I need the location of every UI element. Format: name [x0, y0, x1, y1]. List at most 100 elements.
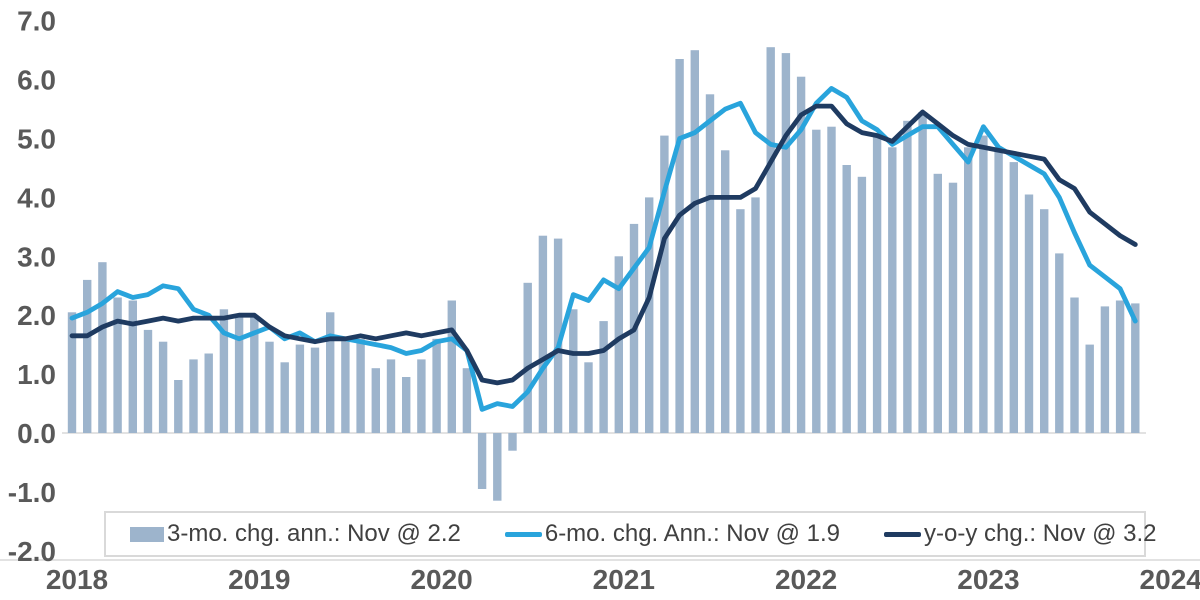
bar-2023-01 — [979, 135, 988, 433]
bar-2019-08 — [356, 338, 365, 433]
bar-2021-03 — [645, 197, 654, 433]
x-tick-2020: 2020 — [410, 564, 472, 595]
x-tick-2019: 2019 — [228, 564, 290, 595]
bar-2022-01 — [796, 76, 806, 433]
bar-2020-04 — [477, 433, 487, 489]
bar-2019-07 — [341, 338, 350, 433]
bar-2018-12 — [234, 315, 244, 433]
bar-2019-04 — [295, 344, 305, 433]
bar-2018-05 — [128, 300, 137, 433]
bar-2023-11 — [1131, 303, 1140, 433]
y-tick-2.0: 2.0 — [17, 300, 56, 331]
bar-2020-07 — [523, 282, 532, 433]
bar-2022-11 — [948, 182, 958, 433]
bar-2018-04 — [113, 297, 122, 433]
bar-2019-01 — [250, 315, 259, 433]
line-6mo-chg-ann — [69, 86, 1138, 412]
bar-2019-11 — [402, 377, 411, 433]
bar-2021-11 — [766, 47, 775, 433]
bar-2022-06 — [872, 135, 882, 433]
y-tick-3.0: 3.0 — [17, 241, 56, 272]
bar-2019-05 — [310, 347, 320, 433]
bar-2018-10 — [204, 353, 213, 433]
bar-2020-06 — [508, 433, 517, 451]
bar-2022-02 — [812, 129, 821, 433]
bar-2018-08 — [174, 380, 183, 433]
bar-2018-03 — [98, 262, 107, 433]
bar-2023-10 — [1115, 300, 1125, 433]
legend-label-3mo: 3-mo. chg. ann.: Nov @ 2.2 — [167, 520, 461, 547]
bar-2023-03 — [1009, 162, 1018, 433]
bar-2020-11 — [584, 362, 593, 433]
legend-item-3mo-chg: 3-mo. chg. ann.: Nov @ 2.2 — [130, 520, 461, 548]
bar-2020-01 — [432, 338, 441, 433]
line-yoy-chg — [69, 103, 1138, 386]
y-tick-7.0: 7.0 — [17, 6, 56, 37]
bar-2019-09 — [371, 368, 380, 433]
bar-2019-12 — [417, 359, 426, 433]
bar-2023-07 — [1070, 297, 1079, 433]
y-tick--2.0: -2.0 — [8, 536, 56, 567]
y-tick--1.0: -1.0 — [8, 477, 56, 508]
y-tick-1.0: 1.0 — [17, 359, 56, 390]
bar-2021-04 — [660, 135, 669, 433]
bar-2020-05 — [493, 433, 502, 501]
x-tick-2022: 2022 — [775, 564, 837, 595]
legend-item-yoy-chg: y-o-y chg.: Nov @ 3.2 — [884, 520, 1156, 548]
bar-2021-09 — [736, 209, 745, 433]
bar-2022-05 — [857, 176, 867, 434]
bar-2018-07 — [158, 341, 168, 433]
bar-2018-02 — [83, 279, 92, 433]
bar-2021-10 — [751, 197, 760, 433]
line-series-swatch-yoy — [884, 531, 922, 537]
bar-2022-09 — [918, 112, 927, 433]
x-tick-2024: 2024 — [1140, 564, 1200, 595]
legend-label-6mo: 6-mo. chg. Ann.: Nov @ 1.9 — [544, 520, 841, 547]
legend-label-yoy: y-o-y chg.: Nov @ 3.2 — [924, 520, 1157, 547]
bar-2021-07 — [705, 94, 715, 434]
bar-2018-06 — [143, 329, 153, 433]
bar-2021-05 — [675, 59, 684, 433]
bar-2019-06 — [326, 312, 335, 433]
bar-2020-08 — [538, 235, 548, 433]
bar-2023-04 — [1024, 194, 1034, 433]
bar-2023-02 — [994, 147, 1003, 434]
bar-2018-01 — [67, 312, 77, 433]
bar-2020-12 — [599, 321, 608, 433]
y-tick-6.0: 6.0 — [17, 65, 56, 96]
bar-2021-01 — [614, 256, 623, 433]
x-tick-2021: 2021 — [593, 564, 655, 595]
x-tick-2023: 2023 — [957, 564, 1019, 595]
bar-2020-10 — [569, 309, 578, 433]
bar-2021-08 — [721, 150, 730, 434]
y-tick-4.0: 4.0 — [17, 182, 56, 213]
bar-2019-10 — [386, 359, 396, 433]
bar-2020-09 — [553, 238, 563, 433]
bar-2022-10 — [933, 173, 942, 434]
bar-series-swatch — [130, 526, 164, 542]
bar-2021-06 — [690, 50, 699, 433]
legend-item-6mo-chg: 6-mo. chg. Ann.: Nov @ 1.9 — [504, 520, 841, 548]
bar-2022-12 — [964, 147, 973, 434]
bar-2020-02 — [447, 300, 456, 433]
bar-2023-09 — [1100, 306, 1110, 433]
bar-2023-05 — [1040, 209, 1049, 433]
bar-2021-12 — [781, 53, 791, 433]
bar-2023-08 — [1085, 344, 1094, 433]
bar-2022-08 — [903, 120, 912, 434]
bar-2022-04 — [842, 165, 851, 433]
bar-2022-03 — [827, 126, 836, 433]
bar-2023-06 — [1055, 253, 1064, 433]
bar-2019-03 — [280, 362, 289, 433]
y-tick-5.0: 5.0 — [17, 124, 56, 155]
line-series-swatch-6mo — [504, 531, 542, 537]
bar-2018-11 — [219, 309, 229, 433]
legend: 3-mo. chg. ann.: Nov @ 2.2 6-mo. chg. An… — [104, 511, 1156, 557]
bar-2020-03 — [462, 368, 472, 433]
x-tick-2018: 2018 — [46, 564, 108, 595]
bar-2019-02 — [265, 341, 274, 433]
bar-2018-09 — [189, 359, 198, 433]
y-tick-0.0: 0.0 — [17, 418, 56, 449]
